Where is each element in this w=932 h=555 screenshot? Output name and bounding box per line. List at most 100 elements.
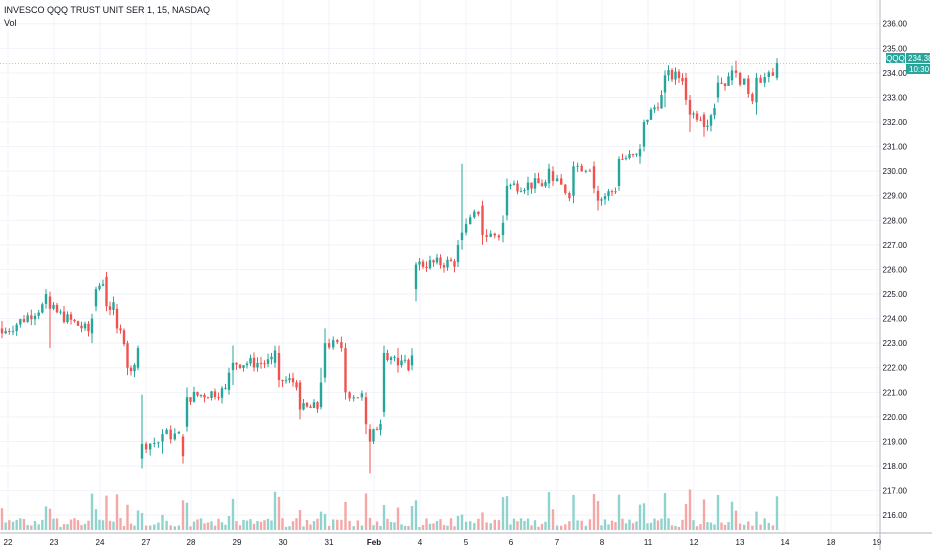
candle-body [771, 72, 775, 76]
candle-body [473, 211, 476, 218]
candle-body [0, 328, 4, 334]
candle-body [730, 70, 734, 81]
candle-body [284, 380, 288, 382]
volume-bar [624, 523, 628, 530]
volume-bar [273, 491, 277, 530]
volume-bar [266, 518, 270, 530]
volume-bar [485, 522, 488, 530]
volume-bar [379, 525, 382, 530]
volume-bar [469, 521, 472, 530]
y-tick-label: 231.00 [883, 143, 908, 152]
candle-body [26, 315, 29, 322]
candle-body [551, 171, 555, 181]
candle-body [112, 302, 115, 310]
volume-bar [410, 506, 414, 530]
candle-body [621, 158, 624, 160]
volume-bar [30, 525, 33, 530]
candle-body [389, 357, 393, 361]
candle-body [52, 304, 55, 309]
candle-body [192, 391, 196, 402]
candle-body [270, 356, 273, 360]
candle-body [775, 63, 779, 78]
candle-body [428, 260, 432, 269]
candle-body [400, 360, 403, 366]
volume-bar [256, 521, 259, 530]
x-tick-label: 28 [187, 538, 196, 547]
volume-bar [105, 495, 108, 530]
volume-bar [670, 525, 674, 530]
volume-bar [540, 523, 544, 530]
candle-body [493, 233, 496, 236]
volume-bar [319, 511, 323, 530]
volume-bar [291, 521, 295, 530]
volume-bar [382, 505, 386, 530]
candle-body [568, 192, 571, 199]
candle-body [66, 314, 69, 323]
volume-bar [621, 518, 624, 530]
candle-body [670, 70, 674, 80]
candle-body [133, 364, 136, 372]
volume-bar [185, 502, 189, 530]
volume-bar [220, 522, 224, 530]
volume-bar [526, 518, 530, 530]
candle-body [396, 357, 400, 366]
volume-bar [90, 493, 94, 530]
x-tick-label: 11 [644, 538, 653, 547]
volume-bar [372, 525, 375, 530]
candle-body [596, 190, 600, 201]
x-tick-label: 22 [4, 538, 13, 547]
volume-bar [309, 524, 312, 530]
candle-body [73, 319, 76, 322]
volume-bar [667, 518, 670, 530]
volume-bar [505, 496, 509, 530]
candle-body [22, 319, 26, 322]
candle-body [414, 264, 418, 290]
volume-bar [477, 518, 480, 530]
candle-body [281, 380, 284, 382]
candle-body [667, 70, 670, 76]
candle-body [403, 359, 407, 361]
volume-bar [544, 521, 547, 530]
volume-bar [360, 525, 364, 530]
candle-body [449, 259, 453, 262]
volume-bar [80, 525, 83, 530]
candle-body [421, 261, 425, 267]
candle-body [69, 314, 73, 320]
volume-bar [140, 513, 144, 530]
candle-body [94, 289, 98, 307]
volume-bar [706, 522, 709, 530]
candle-body [309, 406, 312, 408]
candle-body [129, 367, 133, 372]
candle-body [751, 93, 754, 102]
volume-bar [603, 519, 607, 530]
volume-bar [4, 522, 7, 530]
candle-body [446, 259, 449, 268]
candle-body [382, 353, 386, 412]
volume-bar [663, 493, 667, 530]
candle-body [617, 158, 621, 186]
volume-bar [614, 522, 617, 530]
volume-bar [386, 518, 389, 530]
volume-bar [568, 521, 571, 530]
candle-body [259, 362, 263, 364]
candle-body [144, 443, 148, 450]
volume-bar [153, 524, 156, 530]
volume-bar [763, 518, 766, 530]
price-tag-layer: QQQ 234.38 10:30 [886, 53, 932, 74]
volume-bar [681, 519, 684, 530]
volume-bar [157, 522, 160, 530]
candle-body [628, 154, 631, 159]
volume-bar [281, 518, 284, 530]
x-tick-label: 23 [50, 538, 59, 547]
volume-bar [66, 524, 69, 530]
candle-body [523, 189, 526, 192]
volume-bar [213, 525, 217, 530]
volume-bar [136, 510, 140, 530]
candle-body [425, 266, 428, 269]
candle-body [206, 397, 210, 399]
candle-body [469, 217, 472, 225]
volume-label: Vol [4, 18, 17, 28]
x-tick-label: 29 [233, 538, 242, 547]
